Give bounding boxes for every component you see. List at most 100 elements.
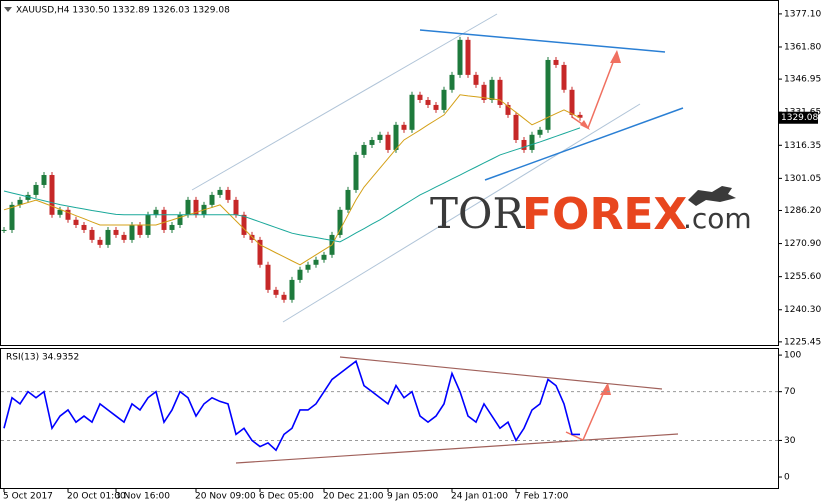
candle <box>497 79 503 105</box>
x-tick-label: 7 Feb 17:00 <box>515 492 569 502</box>
x-tick-label: 5 Oct 2017 <box>3 492 53 502</box>
candle <box>297 269 303 280</box>
arrowhead <box>580 120 590 130</box>
candle <box>265 264 271 290</box>
candle <box>233 199 239 215</box>
candle <box>169 224 175 230</box>
candle <box>257 239 263 265</box>
candle <box>473 74 479 85</box>
candle <box>489 79 495 100</box>
trend-line <box>339 356 663 390</box>
candle <box>505 104 511 115</box>
candle <box>225 189 231 200</box>
channel-line <box>191 13 498 191</box>
candle <box>393 124 399 150</box>
candle <box>313 259 319 265</box>
candle <box>321 254 327 260</box>
candle <box>217 189 223 195</box>
candle <box>457 39 463 75</box>
y-tick-label: 1240.30 <box>784 305 821 315</box>
y-tick-label: 1301.05 <box>784 174 821 184</box>
candle <box>1 229 7 231</box>
candle <box>209 194 215 205</box>
candle <box>281 294 287 300</box>
price-panel <box>0 0 779 346</box>
line-series <box>3 94 581 266</box>
candle <box>377 134 383 140</box>
x-tick-label: 20 Oct 01:00 <box>67 492 126 502</box>
rsi-panel <box>0 348 779 489</box>
candle <box>185 199 191 215</box>
candle <box>337 209 343 235</box>
channel-line <box>282 103 641 323</box>
price-marker <box>778 111 818 124</box>
candle <box>561 64 567 90</box>
candle <box>273 289 279 295</box>
arrowhead <box>610 50 621 63</box>
trend-line <box>419 29 666 53</box>
candle <box>305 264 311 270</box>
y-tick-label: 1377.10 <box>784 9 821 19</box>
x-tick-label: 24 Jan 01:00 <box>451 492 508 502</box>
watermark-text: FOREX <box>522 189 687 240</box>
watermark-text: .com <box>683 202 752 235</box>
y-tick-label: 1225.45 <box>784 337 821 347</box>
candle <box>465 39 471 75</box>
candle <box>129 224 135 240</box>
candle <box>121 234 127 240</box>
candle <box>137 224 143 235</box>
candle <box>449 74 455 90</box>
line-series <box>3 127 581 243</box>
candle <box>81 224 87 230</box>
bull-icon <box>688 186 736 206</box>
candle <box>353 154 359 190</box>
candle <box>529 134 535 150</box>
x-tick-label: 9 Jan 05:00 <box>387 492 439 502</box>
candle <box>241 214 247 235</box>
candle <box>545 59 551 130</box>
chart-title: XAUUSD,H4 1330.50 1332.89 1326.03 1329.0… <box>16 6 230 16</box>
y-tick-label: 30 <box>784 436 796 446</box>
watermark-text: TOR <box>430 189 525 238</box>
candle <box>409 94 415 130</box>
symbol-icon <box>4 7 12 12</box>
candle <box>441 89 447 110</box>
candle <box>345 189 351 210</box>
candle <box>65 209 71 220</box>
y-tick-label: 100 <box>784 351 801 361</box>
candle <box>113 229 119 235</box>
candle <box>433 104 439 110</box>
trend-line <box>484 107 684 181</box>
candle <box>17 199 23 205</box>
x-tick-label: 6 Dec 05:00 <box>259 492 314 502</box>
candle <box>521 139 527 150</box>
x-tick-label: 20 Nov 09:00 <box>195 492 256 502</box>
candle <box>569 89 575 115</box>
y-tick-label: 1316.35 <box>784 141 821 151</box>
candle <box>41 175 47 185</box>
candle <box>105 229 111 245</box>
y-tick-label: 70 <box>784 387 796 397</box>
y-tick-label: 1286.20 <box>784 206 821 216</box>
candle <box>89 229 95 240</box>
line-series <box>3 359 581 452</box>
candle <box>73 219 79 225</box>
watermark: TOR FOREX .com <box>430 186 752 240</box>
candle <box>577 114 583 118</box>
candle <box>177 214 183 225</box>
candle <box>289 279 295 300</box>
y-tick-label: 0 <box>784 473 790 483</box>
candle <box>153 209 159 215</box>
candle <box>537 129 543 135</box>
trend-line <box>235 433 679 464</box>
y-tick-label: 1270.90 <box>784 239 821 249</box>
candle <box>385 134 391 150</box>
candle <box>33 184 39 195</box>
candle <box>57 209 63 215</box>
rsi-title: RSI(13) 34.9352 <box>6 353 79 363</box>
candle <box>513 114 519 140</box>
candle <box>369 139 375 145</box>
candle <box>49 175 55 215</box>
